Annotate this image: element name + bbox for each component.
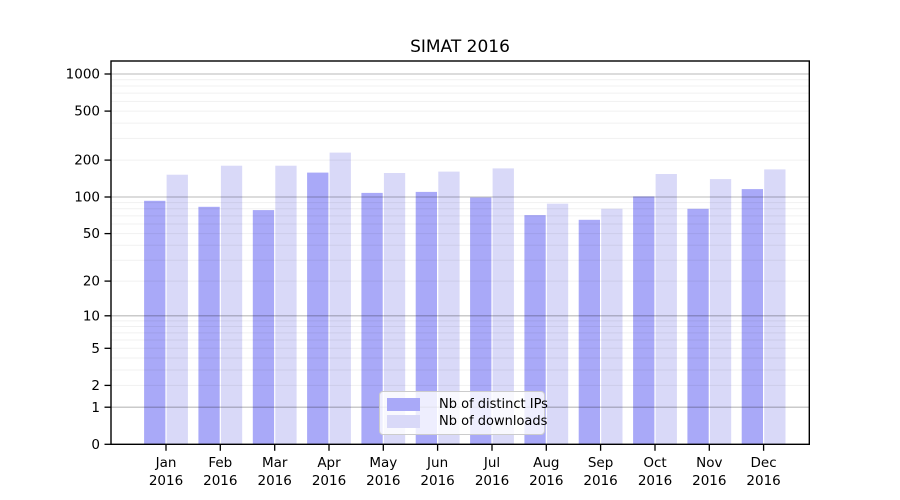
bar-downloads-jul (492, 168, 514, 445)
y-axis-tick-label: 50 (83, 226, 100, 242)
y-axis-tick-label: 20 (83, 274, 100, 290)
bar-downloads-jun (438, 171, 460, 445)
bar-downloads-apr (329, 152, 351, 445)
bar-ips-apr (307, 172, 329, 445)
x-axis-tick-label: May 2016 (366, 455, 400, 489)
legend: Nb of distinct IPs Nb of downloads (379, 391, 548, 435)
y-axis-tick-label: 0 (91, 437, 100, 453)
bar-ips-sep (578, 219, 600, 445)
y-axis-tick-label: 5 (91, 341, 100, 357)
x-axis-tick-label: Oct 2016 (638, 455, 672, 489)
legend-label-distinct-ips: Nb of distinct IPs (439, 397, 548, 412)
bar-downloads-aug (546, 203, 569, 445)
axes-spines (110, 60, 810, 445)
bar-ips-jun (415, 191, 437, 445)
y-axis-tick-label: 10 (83, 308, 100, 324)
legend-item-downloads: Nb of downloads (387, 414, 547, 429)
bar-downloads-mar (275, 165, 297, 445)
x-axis-tick-label: Feb 2016 (203, 455, 237, 489)
bar-downloads-may (383, 173, 406, 445)
x-axis-tick-label: Aug 2016 (529, 455, 563, 489)
y-axis-tick-label: 500 (74, 104, 100, 120)
x-axis-tick-label: Mar 2016 (258, 455, 292, 489)
bar-ips-mar (252, 210, 275, 445)
x-axis-tick-label: Jan 2016 (149, 455, 183, 489)
legend-swatch-downloads (387, 415, 420, 428)
y-axis-tick-label: 200 (74, 153, 100, 169)
y-axis-tick-label: 2 (91, 378, 100, 394)
bar-downloads-jan (166, 174, 188, 445)
y-axis-tick-label: 100 (74, 190, 100, 206)
bar-ips-jan (144, 200, 166, 445)
legend-item-distinct-ips: Nb of distinct IPs (387, 397, 548, 412)
bar-ips-oct (633, 196, 655, 445)
bar-ips-aug (524, 215, 546, 445)
bar-ips-jul (470, 197, 492, 445)
x-axis-tick-label: Nov 2016 (692, 455, 726, 489)
legend-label-downloads: Nb of downloads (439, 414, 548, 429)
legend-swatch-distinct-ips (387, 398, 420, 411)
bar-downloads-sep (601, 208, 623, 445)
x-axis-tick-label: Sep 2016 (583, 455, 617, 489)
bar-downloads-oct (655, 174, 677, 445)
bar-ips-feb (198, 206, 220, 445)
y-axis-tick-label: 1 (91, 400, 100, 416)
x-axis-tick-label: Jun 2016 (420, 455, 454, 489)
bar-downloads-dec (764, 169, 786, 445)
y-axis-tick-label: 1000 (66, 67, 100, 83)
x-axis-tick-label: Dec 2016 (746, 455, 780, 489)
bar-ips-nov (687, 208, 709, 445)
chart-title: SIMAT 2016 (410, 37, 510, 57)
bar-downloads-nov (709, 179, 732, 445)
x-axis-tick-label: Apr 2016 (312, 455, 346, 489)
bar-ips-may (361, 192, 383, 445)
bar-ips-dec (741, 189, 763, 445)
x-axis-tick-label: Jul 2016 (475, 455, 509, 489)
bar-downloads-feb (220, 165, 243, 445)
